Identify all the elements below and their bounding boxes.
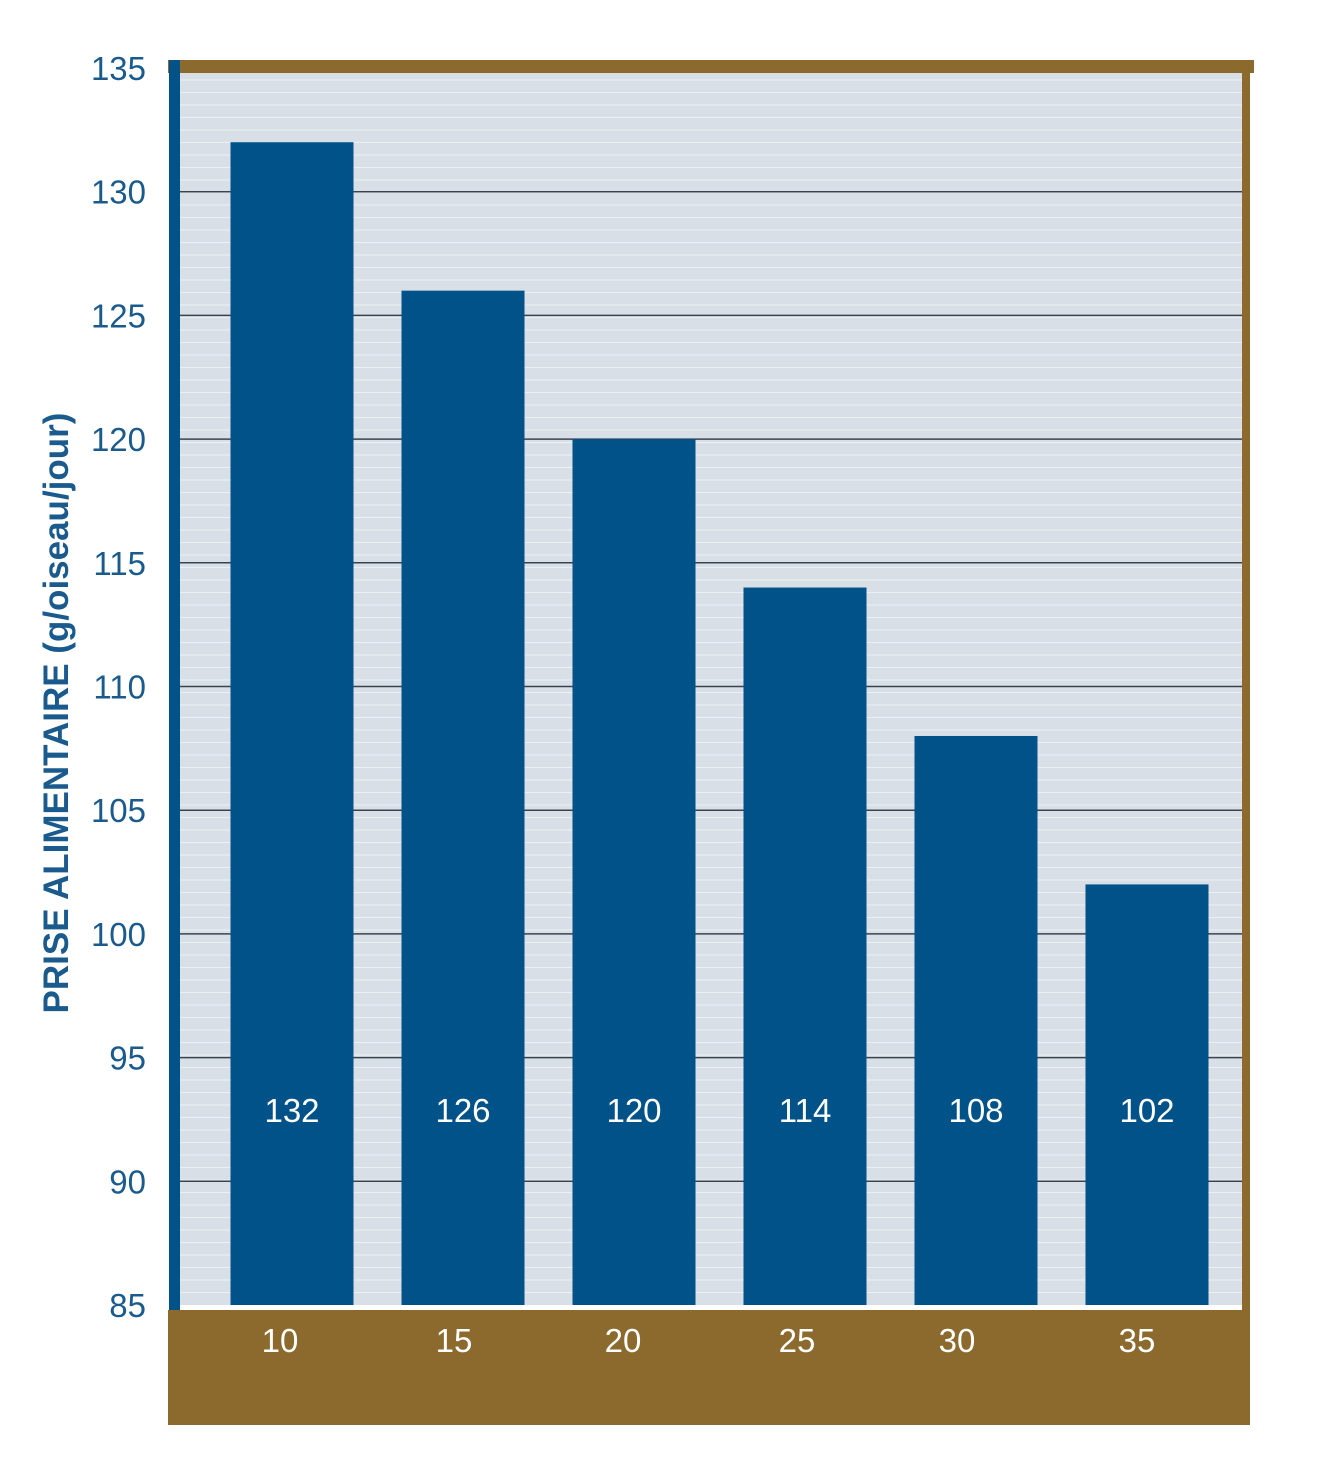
y-tick-label: 100 (91, 916, 146, 953)
y-tick-label: 105 (91, 792, 146, 829)
bar-20 (572, 439, 696, 1306)
y-tick-label: 135 (91, 50, 146, 87)
y-tick-label: 130 (91, 174, 146, 211)
y-tick-label: 120 (91, 421, 146, 458)
bar-25 (743, 587, 867, 1305)
y-tick-label: 115 (93, 545, 146, 582)
y-tick-labels: 85 90 95 100 105 110 115 120 125 130 135 (91, 50, 146, 1324)
x-tick-label: 20 (605, 1322, 642, 1359)
bar-value-label: 114 (779, 1092, 832, 1129)
top-border (168, 60, 1254, 73)
bar-30 (914, 735, 1038, 1305)
bars: 132 126 120 114 108 102 (230, 142, 1209, 1306)
bar-value-label: 108 (948, 1092, 1003, 1129)
bar-value-label: 132 (264, 1092, 319, 1129)
y-axis-title: PRISE ALIMENTAIRE (g/oiseau/jour) (37, 413, 76, 1014)
bar-value-label: 120 (606, 1092, 661, 1129)
y-tick-label: 110 (93, 669, 146, 706)
x-axis-band (168, 1310, 1250, 1425)
y-axis-line (169, 60, 180, 1312)
y-tick-label: 125 (91, 297, 146, 334)
bar-35 (1085, 884, 1209, 1305)
bar-10 (230, 142, 354, 1306)
x-tick-labels: 10 15 20 25 30 35 (262, 1322, 1156, 1359)
y-tick-label: 90 (109, 1163, 146, 1200)
x-tick-label: 10 (262, 1322, 299, 1359)
x-tick-label: 25 (779, 1322, 816, 1359)
x-axis-title: TEMPÉRATURE AMBIANTE (°C) (449, 1433, 978, 1473)
right-border (1242, 66, 1250, 1311)
bar-value-label: 102 (1119, 1092, 1174, 1129)
bar-value-label: 126 (435, 1092, 490, 1129)
x-tick-label: 30 (939, 1322, 976, 1359)
grid-lines (176, 79, 1243, 1293)
y-tick-label: 95 (109, 1040, 146, 1077)
x-tick-label: 35 (1119, 1322, 1156, 1359)
x-tick-label: 15 (436, 1322, 473, 1359)
y-tick-label: 85 (109, 1287, 146, 1324)
bar-15 (401, 290, 525, 1305)
